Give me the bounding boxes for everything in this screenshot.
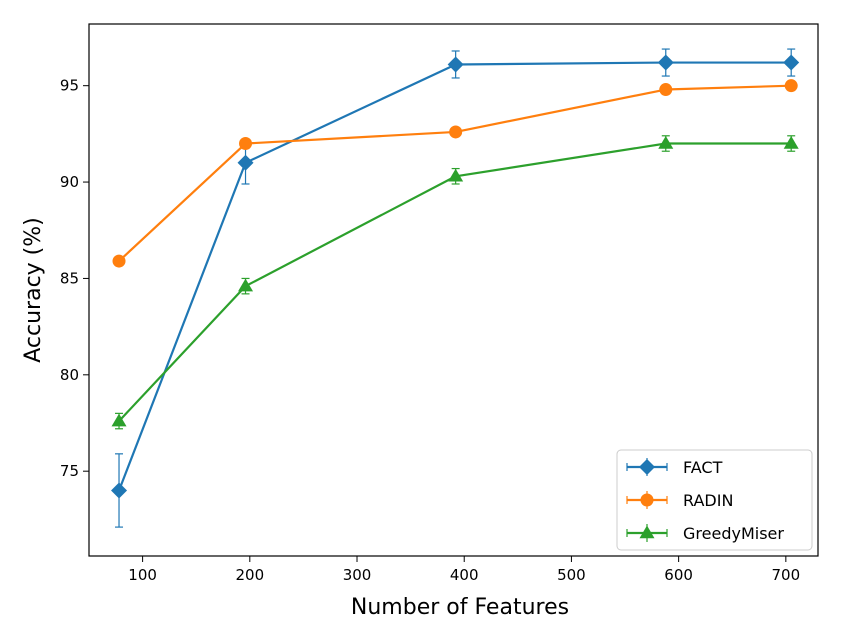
legend-item: FACT — [626, 458, 723, 477]
series-line — [118, 142, 792, 422]
data-point — [658, 136, 674, 149]
plot-frame — [88, 23, 819, 557]
data-point — [783, 54, 800, 71]
data-point — [237, 154, 254, 171]
data-point — [447, 56, 464, 73]
legend-box — [616, 449, 813, 551]
series-radin — [112, 79, 798, 268]
data-point — [112, 254, 126, 268]
x-axis-title: Number of Features — [351, 595, 569, 620]
x-tick-label: 600 — [664, 566, 693, 584]
data-point — [448, 168, 464, 182]
x-tick-label: 200 — [235, 566, 264, 584]
data-point — [657, 54, 674, 71]
y-tick-label: 80 — [60, 366, 79, 384]
data-point — [238, 278, 254, 292]
legend-label: RADIN — [683, 491, 733, 510]
data-point — [783, 136, 799, 149]
legend-item: RADIN — [626, 491, 733, 510]
legend-marker — [639, 459, 655, 475]
x-tick-label: 300 — [343, 566, 372, 584]
legend-label: FACT — [683, 458, 723, 477]
data-point — [784, 79, 798, 93]
y-tick-label: 90 — [60, 173, 79, 191]
series-fact — [111, 48, 800, 528]
y-tick-label: 95 — [60, 77, 79, 95]
x-tick-label: 700 — [772, 566, 801, 584]
y-tick-label: 85 — [60, 269, 79, 287]
series-greedymiser — [111, 135, 799, 430]
data-point — [111, 413, 127, 427]
legend-marker — [639, 525, 655, 539]
y-tick-label: 75 — [60, 462, 79, 480]
x-tick-label: 100 — [128, 566, 157, 584]
legend-label: GreedyMiser — [683, 524, 784, 543]
data-point — [111, 482, 128, 499]
data-point — [449, 125, 463, 139]
legend-item: GreedyMiser — [626, 524, 784, 543]
legend-marker — [640, 493, 654, 507]
x-tick-label: 500 — [557, 566, 586, 584]
y-axis-title: Accuracy (%) — [21, 217, 46, 363]
legend: FACT RADIN GreedyMiser — [616, 449, 813, 551]
x-tick-label: 400 — [450, 566, 479, 584]
data-point — [239, 137, 253, 151]
data-point — [659, 83, 673, 97]
